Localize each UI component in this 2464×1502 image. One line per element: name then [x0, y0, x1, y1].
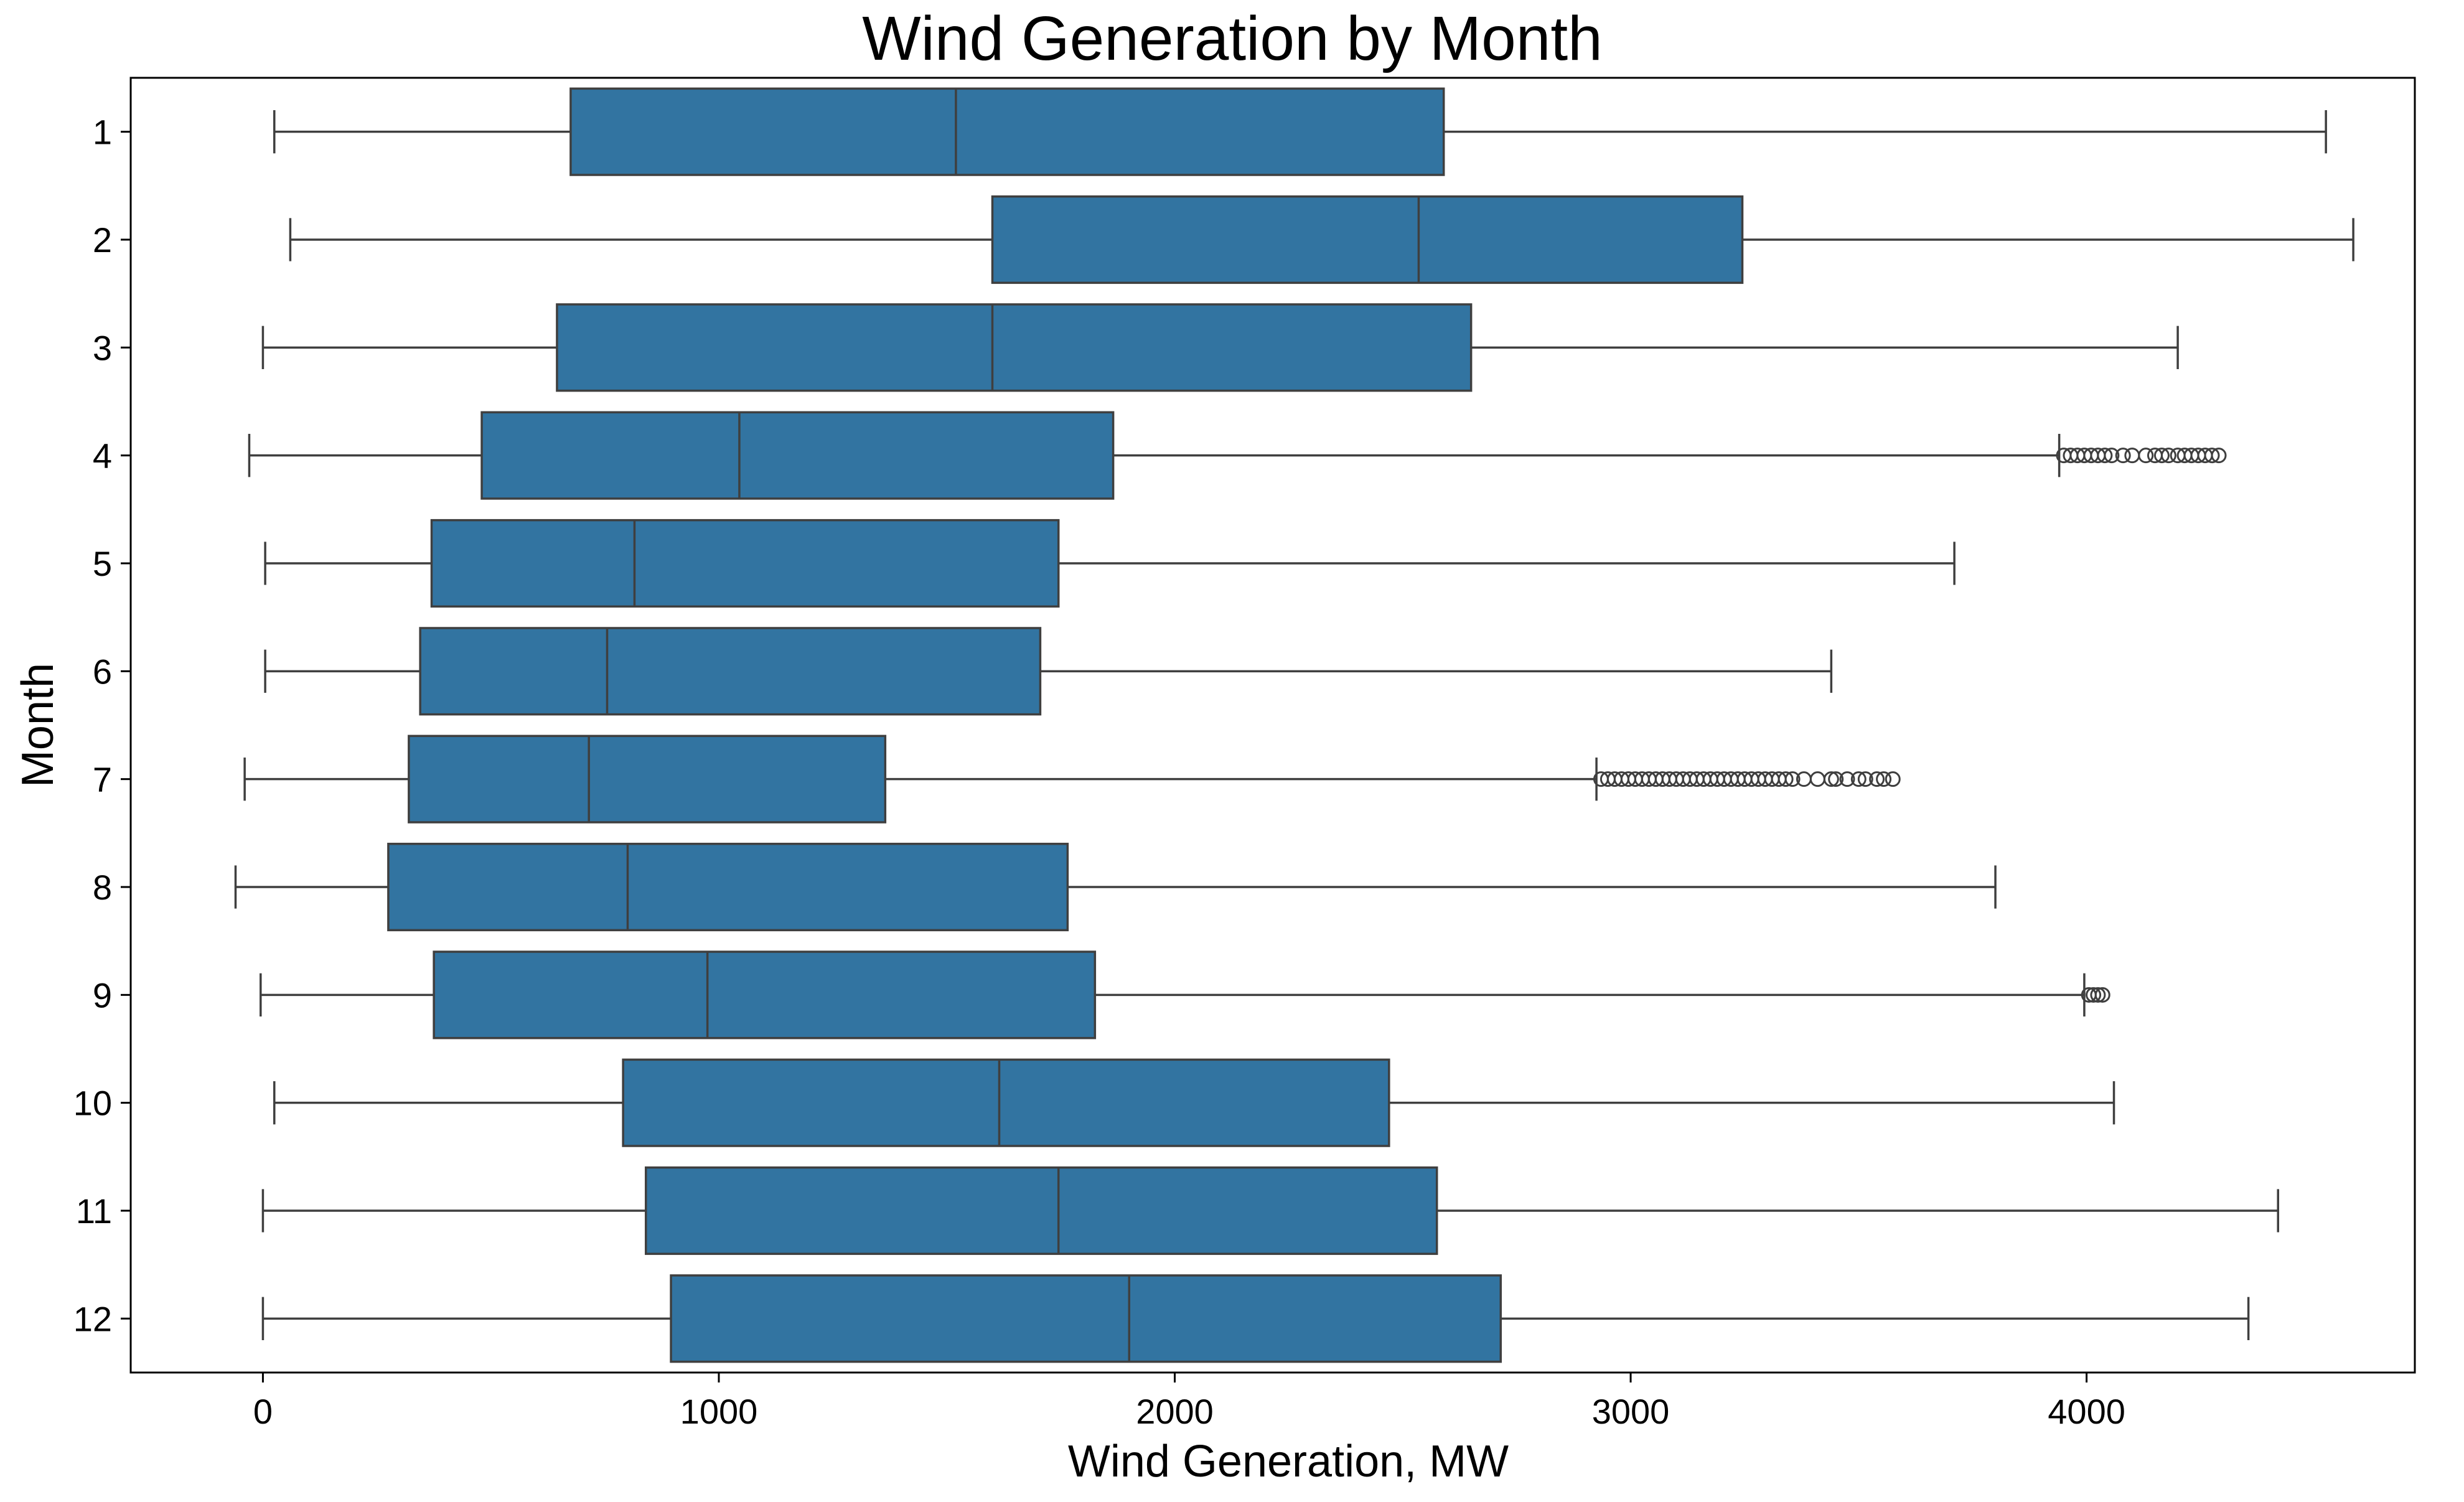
box-group-month-7	[243, 735, 1901, 824]
y-tick-label: 8	[93, 868, 112, 907]
iqr-box	[419, 627, 1042, 716]
outlier-point	[2160, 448, 2176, 464]
outlier-point	[1784, 771, 1801, 787]
x-tick-label: 0	[253, 1392, 273, 1431]
chart-title: Wind Generation by Month	[862, 4, 1603, 73]
outlier-point	[1839, 771, 1855, 787]
iqr-box	[480, 411, 1115, 500]
box-group-month-9	[260, 950, 2110, 1040]
outlier-point	[2086, 987, 2102, 1003]
x-tick-label: 2000	[1136, 1392, 1214, 1431]
box-group-month-3	[261, 303, 2179, 392]
x-tick-label: 1000	[680, 1392, 758, 1431]
box-group-month-1	[273, 87, 2327, 176]
y-tick-label: 7	[93, 760, 112, 799]
x-tick-label: 4000	[2048, 1392, 2125, 1431]
outlier-point	[1876, 771, 1892, 787]
outlier-point	[1828, 771, 1844, 787]
outlier-point	[1857, 771, 1873, 787]
plot-area	[234, 87, 2354, 1363]
y-tick-label: 12	[73, 1299, 112, 1338]
iqr-box	[645, 1166, 1438, 1256]
y-tick-label: 5	[93, 544, 112, 583]
outlier-point	[1885, 771, 1901, 787]
outlier-point	[1778, 771, 1794, 787]
outlier-point	[2138, 448, 2154, 464]
outlier-point	[1850, 771, 1867, 787]
outlier-point	[2104, 448, 2120, 464]
outlier-point	[1809, 771, 1825, 787]
outlier-point	[2090, 987, 2106, 1003]
y-axis-label: Month	[13, 663, 63, 787]
outlier-point	[2204, 448, 2220, 464]
box-group-month-2	[289, 195, 2354, 284]
outlier-point	[2124, 448, 2140, 464]
iqr-box	[408, 735, 887, 824]
iqr-box	[622, 1058, 1390, 1147]
outlier-point	[1823, 771, 1839, 787]
iqr-box	[433, 950, 1097, 1040]
iqr-box	[569, 87, 1445, 176]
y-tick-label: 11	[76, 1191, 112, 1231]
iqr-box	[556, 303, 1473, 392]
box-group-month-12	[261, 1274, 2250, 1363]
y-tick-label: 3	[93, 328, 112, 367]
box-group-month-6	[264, 627, 1833, 716]
y-tick-label: 9	[93, 975, 112, 1015]
outlier-point	[2153, 448, 2170, 464]
box-group-month-8	[234, 842, 1997, 932]
y-tick-label: 1	[93, 113, 112, 152]
y-tick-label: 6	[93, 652, 112, 691]
box-group-month-4	[248, 411, 2227, 500]
iqr-box	[991, 195, 1744, 284]
outlier-point	[2211, 448, 2227, 464]
x-axis-label: Wind Generation, MW	[1068, 1437, 1509, 1486]
box-group-month-11	[261, 1166, 2279, 1256]
outlier-point	[2097, 448, 2113, 464]
outlier-point	[2094, 987, 2110, 1003]
iqr-box	[430, 519, 1060, 608]
outlier-point	[1869, 771, 1885, 787]
outlier-point	[2115, 448, 2131, 464]
iqr-box	[670, 1274, 1502, 1363]
iqr-box	[387, 842, 1069, 932]
y-tick-label: 2	[93, 220, 112, 260]
box-group-month-10	[273, 1058, 2115, 1147]
x-tick-label: 3000	[1592, 1392, 1670, 1431]
y-tick-label: 10	[73, 1084, 112, 1123]
y-tick-label: 4	[93, 436, 112, 476]
plot-frame	[129, 77, 2416, 1374]
box-group-month-5	[264, 519, 1956, 608]
